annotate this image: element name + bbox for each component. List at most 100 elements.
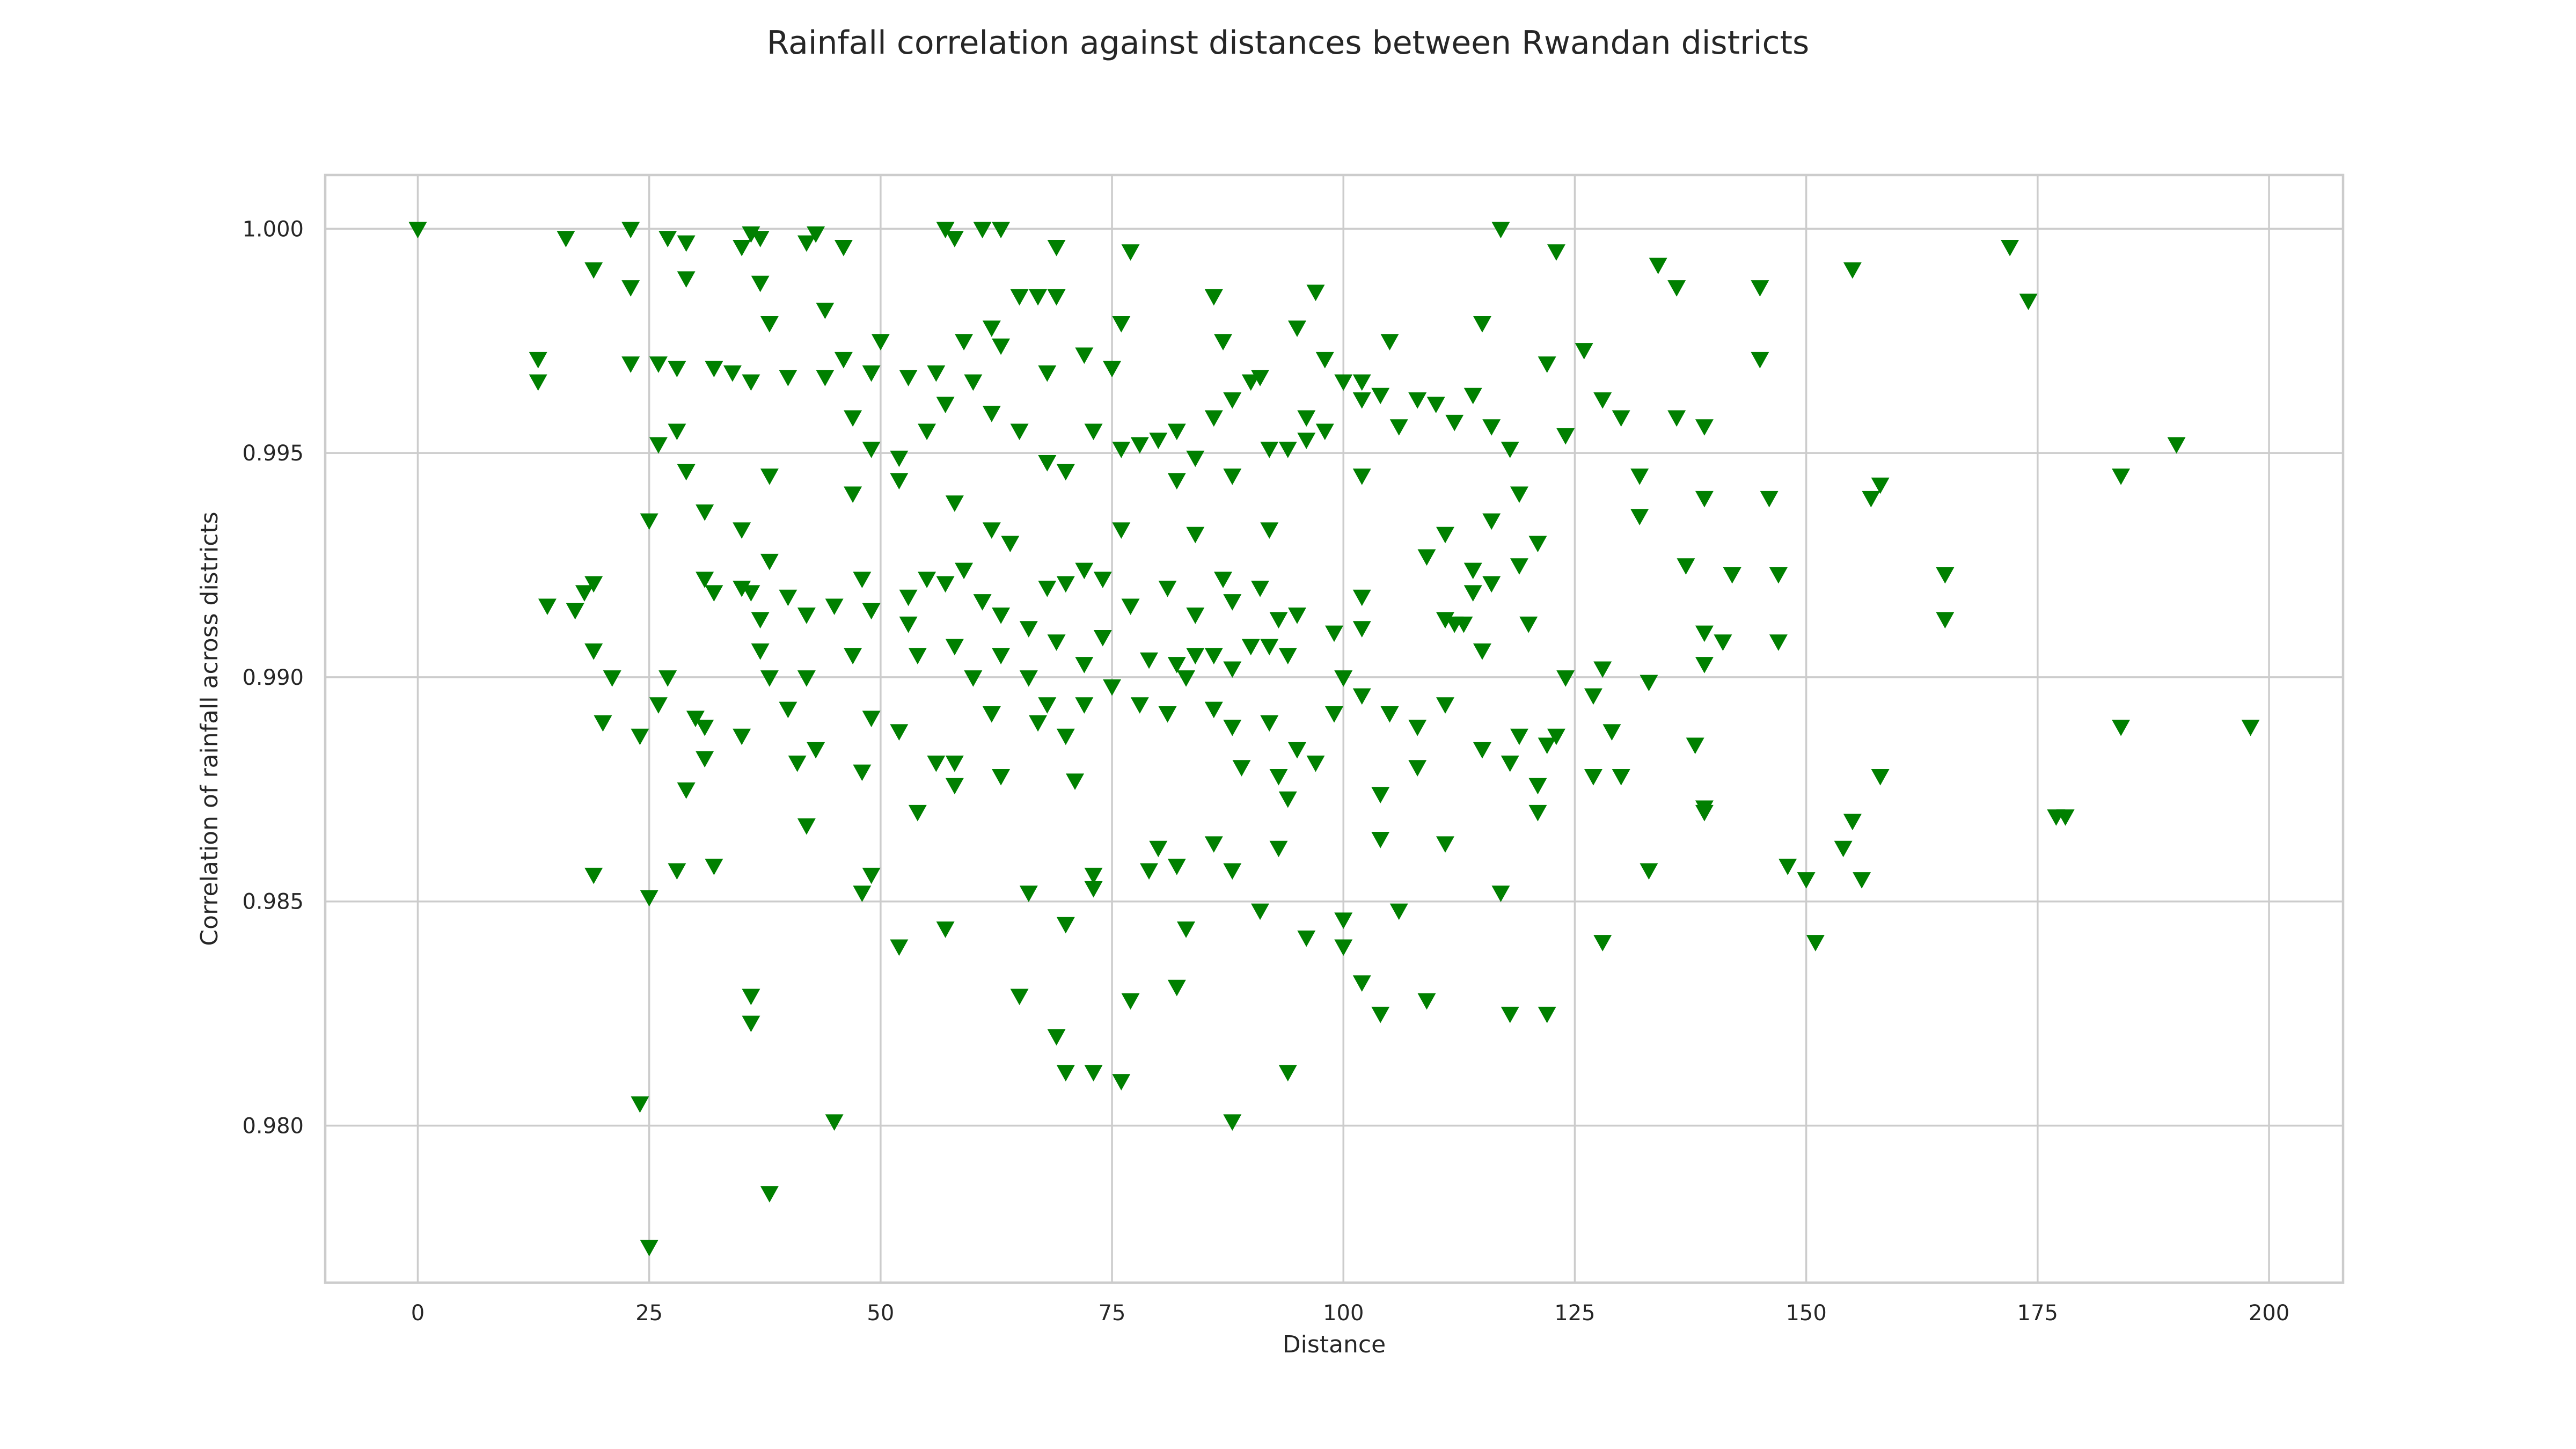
data-point [1315,352,1334,369]
data-point [862,365,881,382]
data-point [1241,374,1260,391]
data-point [1019,621,1038,638]
data-point [964,374,983,391]
data-point [1232,760,1251,777]
data-point [742,585,760,602]
data-point [945,231,964,247]
data-point [1630,469,1649,485]
data-point [2019,294,2038,310]
data-point [1167,979,1186,997]
data-point [584,867,603,884]
y-tick-label: 0.990 [242,665,304,690]
data-point [649,356,668,373]
data-point [1103,361,1122,378]
data-point [871,334,890,351]
data-point [1241,639,1260,656]
data-point [1389,903,1408,920]
data-point [1056,728,1075,745]
data-point [1612,410,1630,427]
data-point [1862,491,1880,508]
y-tick-label: 1.000 [242,217,304,241]
data-point [1010,989,1029,1006]
data-point [945,755,964,772]
data-point [862,867,881,884]
data-point [1158,581,1177,597]
data-point [927,365,946,382]
data-point [1797,872,1816,889]
data-point [1473,742,1491,759]
data-point [936,921,955,938]
data-point [668,423,686,441]
data-point [1334,939,1353,956]
y-tick-label: 0.985 [242,890,304,914]
data-point [1140,652,1159,669]
data-point [1047,239,1066,257]
x-tick-label: 200 [2249,1301,2289,1326]
data-points [408,222,2260,1256]
data-point [1482,576,1501,593]
data-point [1306,755,1325,772]
data-point [1047,1029,1066,1046]
data-point [1167,423,1186,441]
data-point [1038,455,1057,472]
data-point [1389,419,1408,436]
data-point [779,589,797,606]
data-point [1278,648,1297,664]
data-point [1380,334,1399,351]
data-point [1667,410,1686,427]
data-point [936,397,955,414]
data-point [1325,625,1343,642]
data-point [992,222,1011,239]
data-point [982,320,1001,337]
data-point [1204,289,1223,306]
plot-frame [324,173,2345,1284]
data-point [1510,728,1528,745]
data-point [1584,688,1602,705]
x-tick-label: 25 [635,1301,663,1326]
data-point [982,706,1001,723]
x-tick-label: 100 [1323,1301,1364,1326]
data-point [1510,558,1528,575]
data-point [1352,374,1371,391]
data-point [1075,697,1094,714]
data-point [1779,859,1797,875]
data-point [797,235,816,252]
data-point [640,890,658,907]
data-point [816,302,835,319]
data-point [1334,374,1353,391]
data-point [1306,284,1325,302]
data-point [918,572,936,588]
data-point [899,589,918,606]
data-point [760,316,779,333]
data-point [751,643,770,660]
data-point [1714,634,1732,651]
data-point [1686,737,1704,755]
data-point [1352,469,1371,485]
data-point [1278,441,1297,458]
data-point [1075,562,1094,580]
data-point [807,226,825,243]
data-point [955,334,974,351]
data-point [751,612,770,629]
data-point [1473,643,1491,660]
data-point [705,361,723,378]
data-point [1519,616,1538,633]
data-point [1723,567,1741,584]
data-point [1677,558,1695,575]
data-point [797,608,816,624]
data-point [1297,433,1316,449]
data-point [1436,836,1454,853]
data-point [1278,791,1297,808]
data-point [529,374,547,391]
data-point [1769,567,1788,584]
data-point [1214,572,1233,588]
data-point [658,231,677,247]
data-point [1491,885,1510,902]
data-point [1260,715,1279,732]
data-point [1177,670,1196,687]
data-point [1760,491,1779,508]
data-point [1612,769,1630,786]
data-point [1204,701,1223,719]
data-point [1352,392,1371,409]
data-point [584,262,603,279]
